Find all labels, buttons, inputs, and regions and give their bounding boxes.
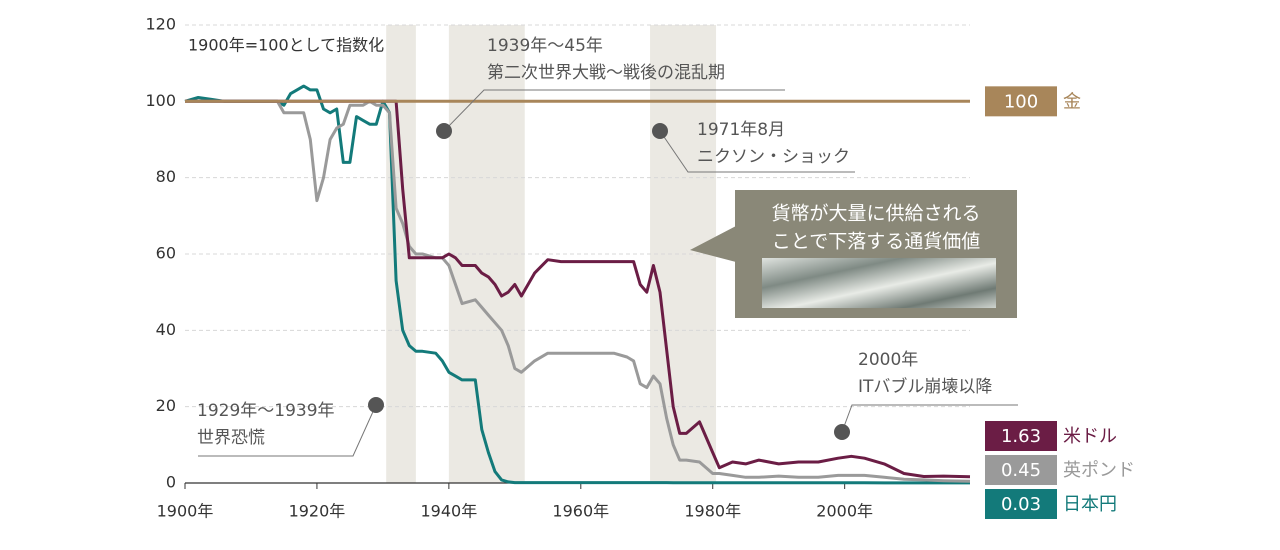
annotation-dot: [834, 424, 850, 440]
annotation-text: 第二次世界大戦～戦後の混乱期: [487, 63, 725, 83]
x-tick-label: 2000年: [816, 502, 873, 521]
callout-image: [762, 258, 996, 308]
legend-label: 金: [1063, 91, 1081, 112]
x-tick-label: 1920年: [289, 502, 346, 521]
end-value-label: 0.45: [1001, 460, 1041, 481]
leader-line: [659, 130, 855, 173]
legend-label: 米ドル: [1063, 426, 1117, 447]
leader-line: [841, 404, 1018, 433]
x-tick-label: 1940年: [420, 502, 477, 521]
x-tick-label: 1980年: [684, 502, 741, 521]
leader-line: [198, 404, 377, 457]
series-line: [185, 99, 971, 483]
annotation-dot: [368, 397, 384, 413]
y-tick-label: 120: [145, 15, 176, 34]
legend-box: [985, 455, 1057, 485]
x-tick-label: 1900年: [157, 502, 214, 521]
annotation-dot: [436, 123, 452, 139]
leader-line: [443, 89, 785, 132]
callout-pointer: [690, 226, 736, 262]
annotation-text: 1971年8月: [697, 120, 785, 140]
legend-box: [985, 86, 1057, 117]
legend-box: [985, 421, 1057, 451]
y-tick-label: 0: [166, 473, 176, 492]
annotation-text: 世界恐慌: [197, 428, 265, 448]
annotation-text: ニクソン・ショック: [697, 147, 850, 167]
x-tick-label: 1960年: [552, 502, 609, 521]
y-tick-label: 100: [145, 91, 176, 110]
y-tick-label: 80: [156, 167, 176, 186]
y-tick-label: 40: [156, 320, 176, 339]
annotation-text: 1929年～1939年: [197, 401, 335, 421]
end-value-label: 100: [1004, 91, 1038, 112]
legend-box: [985, 489, 1057, 519]
callout-text: 貨幣が大量に供給される: [771, 203, 980, 225]
callout-text: ことで下落する通貨価値: [772, 231, 980, 253]
legend-label: 日本円: [1063, 494, 1117, 515]
end-value-label: 0.03: [1001, 494, 1041, 515]
end-value-label: 1.63: [1001, 426, 1041, 447]
legend-label: 英ポンド: [1063, 460, 1135, 481]
y-tick-label: 60: [156, 244, 176, 263]
series-line: [184, 84, 970, 485]
annotation-text: 1939年～45年: [487, 36, 603, 56]
annotation-dot: [652, 123, 668, 139]
annotation-text: ITバブル崩壊以降: [858, 376, 992, 397]
subtitle: 1900年=100として指数化: [188, 36, 384, 55]
y-tick-label: 20: [156, 396, 176, 415]
annotation-text: 2000年: [858, 350, 918, 370]
